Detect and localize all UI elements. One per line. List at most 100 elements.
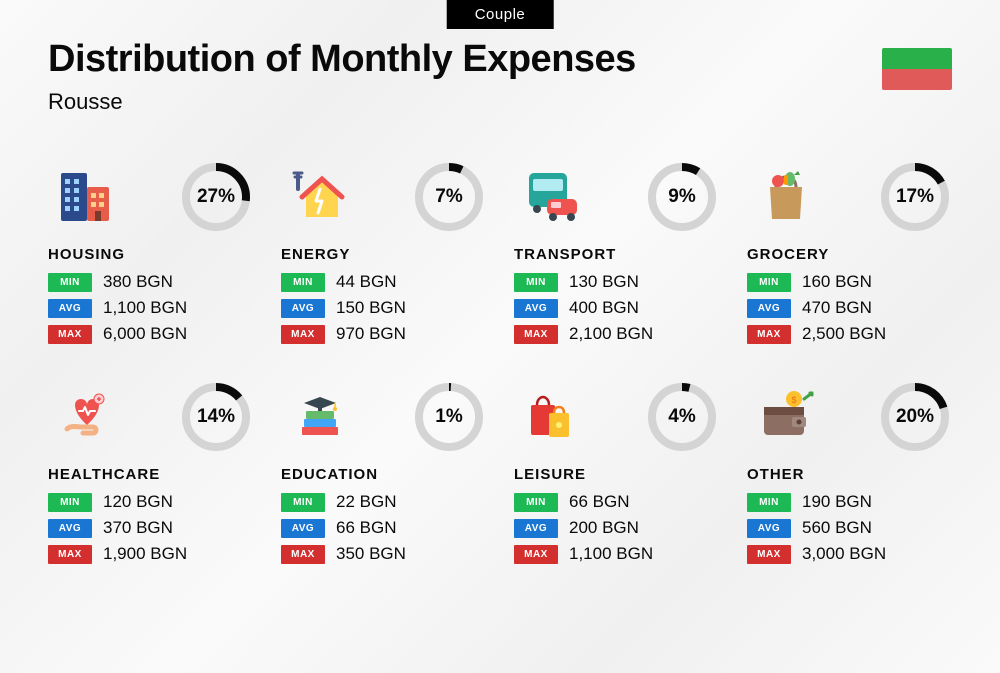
max-pill: MAX	[747, 325, 791, 344]
stat-min-row: MIN 22 BGN	[281, 492, 486, 512]
max-value: 3,000 BGN	[802, 544, 886, 564]
header: Distribution of Monthly Expenses Rousse	[48, 38, 952, 115]
category-card-education: 1% EDUCATION MIN 22 BGN AVG 66 BGN MAX 3…	[281, 378, 486, 570]
min-value: 120 BGN	[103, 492, 173, 512]
stat-avg-row: AVG 66 BGN	[281, 518, 486, 538]
stat-avg-row: AVG 370 BGN	[48, 518, 253, 538]
min-pill: MIN	[48, 273, 92, 292]
page-title: Distribution of Monthly Expenses	[48, 38, 952, 81]
avg-value: 66 BGN	[336, 518, 396, 538]
avg-pill: AVG	[747, 519, 791, 538]
percent-donut: 1%	[412, 380, 486, 454]
stat-avg-row: AVG 200 BGN	[514, 518, 719, 538]
stat-min-row: MIN 380 BGN	[48, 272, 253, 292]
stat-avg-row: AVG 1,100 BGN	[48, 298, 253, 318]
avg-value: 150 BGN	[336, 298, 406, 318]
stat-max-row: MAX 2,100 BGN	[514, 324, 719, 344]
energy-house-icon	[281, 158, 359, 236]
stat-max-row: MAX 1,900 BGN	[48, 544, 253, 564]
avg-value: 400 BGN	[569, 298, 639, 318]
stat-avg-row: AVG 150 BGN	[281, 298, 486, 318]
min-value: 130 BGN	[569, 272, 639, 292]
stat-max-row: MAX 970 BGN	[281, 324, 486, 344]
stat-min-row: MIN 120 BGN	[48, 492, 253, 512]
avg-value: 560 BGN	[802, 518, 872, 538]
building-icon	[48, 158, 126, 236]
category-name: OTHER	[747, 466, 952, 483]
flag-top-stripe	[882, 48, 952, 69]
category-name: HOUSING	[48, 246, 253, 263]
category-name: EDUCATION	[281, 466, 486, 483]
percent-label: 7%	[412, 160, 486, 234]
min-pill: MIN	[747, 273, 791, 292]
percent-label: 20%	[878, 380, 952, 454]
category-card-grocery: 17% GROCERY MIN 160 BGN AVG 470 BGN MAX …	[747, 158, 952, 350]
stat-max-row: MAX 6,000 BGN	[48, 324, 253, 344]
max-pill: MAX	[514, 545, 558, 564]
min-pill: MIN	[514, 493, 558, 512]
max-value: 350 BGN	[336, 544, 406, 564]
category-name: HEALTHCARE	[48, 466, 253, 483]
category-name: TRANSPORT	[514, 246, 719, 263]
heart-hand-icon	[48, 378, 126, 456]
avg-pill: AVG	[514, 519, 558, 538]
percent-label: 4%	[645, 380, 719, 454]
avg-pill: AVG	[281, 519, 325, 538]
categories-grid: 27% HOUSING MIN 380 BGN AVG 1,100 BGN MA…	[48, 158, 952, 570]
stat-max-row: MAX 2,500 BGN	[747, 324, 952, 344]
max-pill: MAX	[281, 325, 325, 344]
percent-label: 17%	[878, 160, 952, 234]
max-pill: MAX	[747, 545, 791, 564]
percent-donut: 4%	[645, 380, 719, 454]
max-value: 6,000 BGN	[103, 324, 187, 344]
percent-donut: 17%	[878, 160, 952, 234]
avg-value: 370 BGN	[103, 518, 173, 538]
max-pill: MAX	[514, 325, 558, 344]
min-pill: MIN	[281, 493, 325, 512]
category-card-housing: 27% HOUSING MIN 380 BGN AVG 1,100 BGN MA…	[48, 158, 253, 350]
avg-value: 1,100 BGN	[103, 298, 187, 318]
bus-car-icon	[514, 158, 592, 236]
percent-donut: 9%	[645, 160, 719, 234]
min-value: 380 BGN	[103, 272, 173, 292]
flag-badge	[882, 48, 952, 90]
category-name: LEISURE	[514, 466, 719, 483]
percent-label: 1%	[412, 380, 486, 454]
percent-label: 27%	[179, 160, 253, 234]
stat-max-row: MAX 3,000 BGN	[747, 544, 952, 564]
avg-value: 470 BGN	[802, 298, 872, 318]
max-value: 1,900 BGN	[103, 544, 187, 564]
max-value: 1,100 BGN	[569, 544, 653, 564]
min-value: 160 BGN	[802, 272, 872, 292]
stat-min-row: MIN 44 BGN	[281, 272, 486, 292]
min-value: 190 BGN	[802, 492, 872, 512]
min-value: 22 BGN	[336, 492, 396, 512]
percent-label: 14%	[179, 380, 253, 454]
stat-avg-row: AVG 470 BGN	[747, 298, 952, 318]
grad-books-icon	[281, 378, 359, 456]
tab-couple[interactable]: Couple	[447, 0, 554, 29]
min-pill: MIN	[48, 493, 92, 512]
shopping-bags-icon	[514, 378, 592, 456]
avg-pill: AVG	[281, 299, 325, 318]
percent-donut: 27%	[179, 160, 253, 234]
stat-min-row: MIN 190 BGN	[747, 492, 952, 512]
stat-min-row: MIN 160 BGN	[747, 272, 952, 292]
avg-pill: AVG	[514, 299, 558, 318]
avg-value: 200 BGN	[569, 518, 639, 538]
wallet-icon	[747, 378, 825, 456]
max-pill: MAX	[48, 325, 92, 344]
category-card-healthcare: 14% HEALTHCARE MIN 120 BGN AVG 370 BGN M…	[48, 378, 253, 570]
page-subtitle: Rousse	[48, 89, 952, 115]
max-pill: MAX	[48, 545, 92, 564]
stat-min-row: MIN 130 BGN	[514, 272, 719, 292]
stat-max-row: MAX 350 BGN	[281, 544, 486, 564]
max-value: 2,500 BGN	[802, 324, 886, 344]
percent-donut: 14%	[179, 380, 253, 454]
max-value: 2,100 BGN	[569, 324, 653, 344]
percent-label: 9%	[645, 160, 719, 234]
stat-max-row: MAX 1,100 BGN	[514, 544, 719, 564]
stat-avg-row: AVG 560 BGN	[747, 518, 952, 538]
category-card-other: 20% OTHER MIN 190 BGN AVG 560 BGN MAX 3,…	[747, 378, 952, 570]
category-name: ENERGY	[281, 246, 486, 263]
